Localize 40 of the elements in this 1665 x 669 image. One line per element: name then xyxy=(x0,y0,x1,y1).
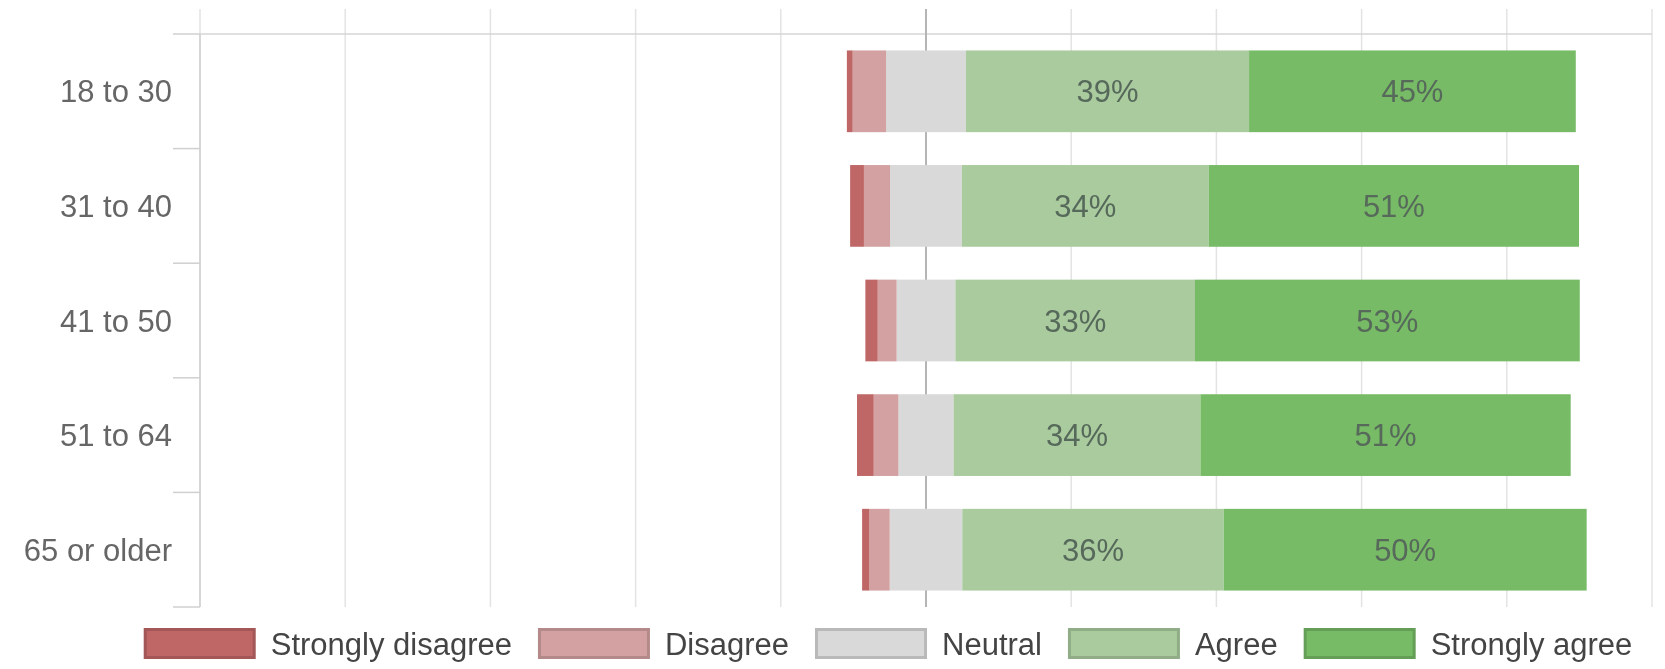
data-label: 53% xyxy=(1356,303,1419,338)
data-label: 45% xyxy=(1381,73,1444,109)
y-tick-label: 41 to 50 xyxy=(59,303,172,338)
bar xyxy=(962,508,1224,591)
legend-label: Agree xyxy=(1194,626,1278,661)
bar xyxy=(850,165,864,247)
bar xyxy=(863,165,891,247)
data-label: 50% xyxy=(1374,532,1437,568)
bar xyxy=(965,50,1250,133)
bar xyxy=(873,394,899,476)
data-label: 39% xyxy=(1076,73,1139,109)
data-label: 33% xyxy=(1044,303,1107,338)
y-tick-label: 18 to 30 xyxy=(59,73,172,109)
y-tick-label: 31 to 40 xyxy=(59,188,172,224)
data-label: 34% xyxy=(1054,188,1117,224)
bar xyxy=(869,508,890,591)
bar xyxy=(1249,50,1576,133)
legend-label: Neutral xyxy=(942,626,1042,661)
bar xyxy=(846,50,853,133)
legend-label: Strongly agree xyxy=(1430,626,1633,661)
legend-label: Strongly disagree xyxy=(270,626,512,661)
bar xyxy=(857,394,874,476)
bar xyxy=(852,50,887,133)
bar xyxy=(1200,394,1571,476)
bar xyxy=(955,279,1195,362)
y-tick-label: 51 to 64 xyxy=(59,417,172,453)
data-label: 51% xyxy=(1354,417,1417,453)
bar xyxy=(1208,165,1580,247)
y-tick-label: 65 or older xyxy=(23,532,172,568)
bar xyxy=(865,279,878,362)
bar xyxy=(961,165,1209,247)
data-label: 36% xyxy=(1061,532,1124,568)
bar xyxy=(953,394,1201,476)
bar xyxy=(1194,279,1580,362)
data-label: 51% xyxy=(1362,188,1425,224)
data-label: 34% xyxy=(1045,417,1109,453)
bar xyxy=(877,279,897,362)
legend-label: Disagree xyxy=(664,626,790,661)
bar xyxy=(1223,508,1587,591)
bar xyxy=(862,508,870,591)
